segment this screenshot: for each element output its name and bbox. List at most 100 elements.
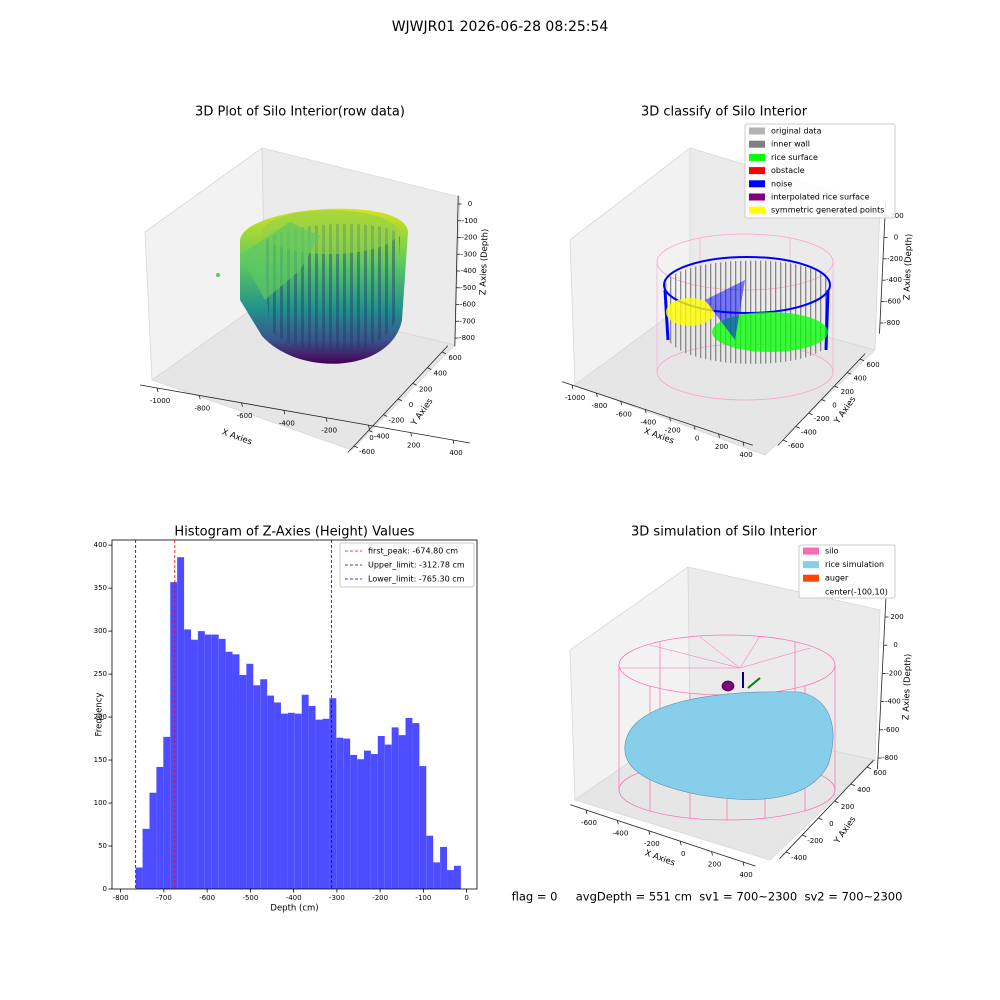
bar — [177, 557, 185, 889]
bar — [419, 766, 427, 889]
y-tick-label: 200 — [841, 388, 854, 396]
x-tick-label: -200 — [644, 840, 660, 848]
x-tick-label: -300 — [329, 894, 345, 902]
tick-mark — [441, 351, 447, 355]
y-tick-label: 200 — [419, 385, 432, 393]
legend-label: interpolated rice surface — [771, 193, 869, 202]
y-tick-label: 0 — [103, 885, 107, 893]
y-tick-label: 600 — [448, 354, 461, 362]
legend-swatch — [749, 193, 765, 201]
x-tick-label: -400 — [279, 419, 295, 427]
tick-mark — [596, 393, 598, 398]
tick-mark — [808, 412, 813, 416]
legend-label: noise — [771, 179, 792, 188]
tick-mark — [241, 402, 243, 407]
bar — [246, 663, 254, 889]
tick-mark — [859, 358, 865, 362]
tick-mark — [742, 441, 745, 446]
bar — [253, 685, 261, 889]
x-tick-label: -600 — [237, 412, 253, 420]
bar — [170, 582, 178, 889]
x-axis-label: Depth (cm) — [270, 904, 318, 914]
z-tick-label: -200 — [886, 669, 902, 677]
bar — [142, 828, 150, 889]
plot-frame — [111, 539, 478, 890]
tick-mark — [620, 401, 623, 406]
chart-title: 3D simulation of Silo Interior — [631, 525, 818, 540]
tick-mark — [834, 385, 839, 389]
tick-mark — [782, 439, 788, 443]
status-text: flag = 0 avgDepth = 551 cm sv1 = 700~230… — [512, 890, 903, 904]
y-tick-label: 200 — [841, 803, 854, 811]
z-tick-label: -600 — [883, 726, 899, 734]
x-tick-label: 400 — [449, 449, 462, 457]
y-tick-label: 400 — [857, 786, 870, 794]
bar — [232, 654, 240, 889]
point-cloud — [216, 208, 408, 364]
x-tick-label: -500 — [242, 894, 258, 902]
tick-mark — [283, 410, 286, 415]
z-axis-label: Z Axies (Depth) — [902, 234, 914, 301]
y-tick-label: -200 — [807, 837, 823, 845]
z-tick-label: -400 — [885, 698, 901, 706]
z-tick-label: -100 — [462, 217, 478, 225]
tick-mark — [368, 425, 370, 430]
y-tick-label: 150 — [94, 756, 107, 764]
bar — [343, 738, 351, 889]
y-tick-label: 400 — [434, 370, 447, 378]
y-tick-label: 400 — [94, 541, 107, 549]
x-tick-label: -600 — [616, 410, 632, 418]
x-tick-label: -200 — [665, 427, 681, 435]
x-tick-label: -600 — [199, 894, 215, 902]
z-tick-label: -200 — [461, 234, 477, 242]
axis-line — [779, 759, 874, 860]
tick-mark — [452, 439, 455, 444]
legend-label: inner wall — [771, 140, 810, 149]
x-tick-label: 0 — [464, 894, 468, 902]
chart-title: 3D Plot of Silo Interior(row data) — [195, 105, 405, 120]
y-tick-label: -600 — [788, 442, 804, 450]
z-tick-label: 200 — [890, 212, 903, 220]
bar — [204, 634, 212, 889]
y-axis-label: Y Axies — [832, 814, 859, 846]
x-tick-label: 200 — [407, 442, 420, 450]
bar — [350, 754, 358, 889]
x-tick-label: 200 — [715, 443, 728, 451]
legend-swatch — [749, 153, 765, 161]
z-tick-label: 200 — [890, 613, 903, 621]
x-tick-label: -100 — [415, 894, 431, 902]
legend-label: rice surface — [771, 153, 818, 162]
legend-swatch — [749, 206, 765, 214]
tick-mark — [198, 395, 201, 400]
bar — [440, 846, 448, 889]
tick-mark — [410, 432, 413, 437]
legend-label: silo — [825, 547, 839, 556]
tick-mark — [644, 409, 647, 414]
bar — [267, 695, 275, 889]
x-tick-label: -1000 — [565, 394, 585, 402]
y-tick-label: 600 — [873, 769, 886, 777]
legend-swatch — [749, 167, 765, 175]
y-tick-label: 250 — [94, 670, 107, 678]
y-tick-label: -400 — [791, 854, 807, 862]
tick-mark — [353, 445, 359, 449]
x-tick-label: -400 — [286, 894, 302, 902]
chart-title: Histogram of Z-Axies (Height) Values — [174, 525, 414, 540]
bar — [280, 713, 288, 889]
z-tick-label: -600 — [885, 298, 901, 306]
bar — [135, 867, 143, 889]
bar — [426, 835, 434, 889]
bar — [294, 713, 302, 889]
x-tick-label: -700 — [156, 894, 172, 902]
y-tick-label: -600 — [359, 448, 375, 456]
x-tick-label: 0 — [681, 850, 685, 858]
bar — [197, 631, 205, 889]
axis-line — [570, 804, 756, 867]
bar — [308, 705, 316, 889]
point-cloud — [656, 233, 834, 401]
legend-label: obstacle — [771, 166, 805, 175]
bar — [191, 639, 198, 889]
y-tick-label: -400 — [801, 429, 817, 437]
bar — [370, 754, 378, 889]
